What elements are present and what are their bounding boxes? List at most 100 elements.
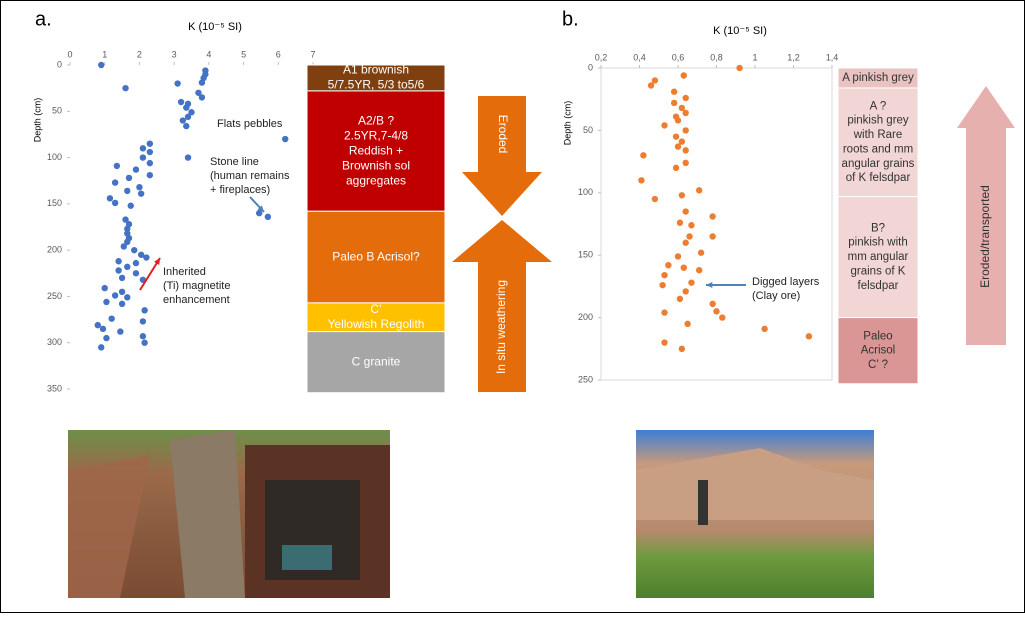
horizon-label: Reddish + <box>349 143 403 157</box>
point <box>140 145 146 151</box>
arrow-label: In situ weathering <box>494 280 508 374</box>
point <box>102 285 108 291</box>
point <box>103 299 109 305</box>
point <box>133 166 139 172</box>
point <box>112 292 118 298</box>
point <box>671 100 677 106</box>
x-axis-title: K (10⁻⁵ SI) <box>188 21 242 33</box>
x-tick-label: 5 <box>241 49 246 59</box>
point <box>683 147 689 153</box>
point <box>696 267 702 273</box>
horizon-label: Paleo <box>863 330 892 342</box>
point <box>185 114 191 120</box>
x-tick-label: 0,6 <box>672 52 685 62</box>
horizon-label: B? <box>871 222 885 234</box>
y-tick-label: 50 <box>583 125 593 135</box>
x-tick-label: 0,8 <box>710 52 723 62</box>
horizon-label: of K felsdpar <box>846 172 911 184</box>
annotation: (Clay ore) <box>752 290 800 302</box>
point <box>131 247 137 253</box>
point <box>100 326 106 332</box>
annotation: + fireplaces) <box>210 184 270 196</box>
point <box>661 122 667 128</box>
point <box>709 233 715 239</box>
point <box>185 154 191 160</box>
point <box>107 195 113 201</box>
point <box>124 188 130 194</box>
point <box>147 140 153 146</box>
horizon-label: 2.5YR,7-4/8 <box>344 128 408 142</box>
horizon-label: angular grains <box>842 158 915 170</box>
point <box>688 279 694 285</box>
point <box>661 309 667 315</box>
point <box>661 272 667 278</box>
annotation: (Ti) magnetite <box>163 280 230 292</box>
point <box>640 152 646 158</box>
point <box>679 192 685 198</box>
point <box>117 328 123 334</box>
photo-a <box>68 430 390 598</box>
x-axis-title: K (10⁻⁵ SI) <box>713 25 767 37</box>
point <box>673 165 679 171</box>
annotation: Digged layers <box>752 276 820 288</box>
point <box>665 262 671 268</box>
point <box>698 250 704 256</box>
panel-label: b. <box>562 8 579 30</box>
horizon-label: 5/7.5YR, 5/3 to5/6 <box>328 78 425 92</box>
point <box>709 301 715 307</box>
x-tick-label: 0 <box>67 49 72 59</box>
point <box>673 133 679 139</box>
horizon-label: C granite <box>352 354 401 368</box>
y-tick-label: 150 <box>578 250 593 260</box>
point <box>675 143 681 149</box>
point <box>686 233 692 239</box>
point <box>119 301 125 307</box>
point <box>136 184 142 190</box>
horizon-label: A2/B ? <box>358 113 394 127</box>
point <box>683 110 689 116</box>
horizon-label: Acrisol <box>861 345 896 357</box>
point <box>141 307 147 313</box>
photo-b <box>636 430 874 598</box>
point <box>638 177 644 183</box>
point <box>679 346 685 352</box>
horizon-label: mm angular <box>848 251 909 263</box>
x-tick-label: 4 <box>206 49 211 59</box>
point <box>108 315 114 321</box>
point <box>119 275 125 281</box>
point <box>138 190 144 196</box>
point <box>683 240 689 246</box>
point <box>675 117 681 123</box>
y-tick-label: 250 <box>578 374 593 384</box>
y-tick-label: 200 <box>578 312 593 322</box>
point <box>112 200 118 206</box>
horizon-label: A ? <box>870 100 887 112</box>
x-tick-label: 1,2 <box>787 52 800 62</box>
point <box>696 187 702 193</box>
point <box>147 172 153 178</box>
horizon-label: with Rare <box>853 129 903 141</box>
point <box>141 340 147 346</box>
point <box>103 335 109 341</box>
point <box>683 288 689 294</box>
point <box>112 179 118 185</box>
x-tick-label: 2 <box>137 49 142 59</box>
x-tick-label: 6 <box>276 49 281 59</box>
point <box>178 99 184 105</box>
horizon-label: pinkish with <box>848 237 907 249</box>
annotation: Stone line <box>210 156 259 168</box>
arrow-label: Eroded/transported <box>978 185 992 288</box>
horizon-label: aggregates <box>346 173 406 187</box>
point <box>122 85 128 91</box>
point <box>684 321 690 327</box>
point <box>124 264 130 270</box>
point <box>199 94 205 100</box>
point <box>140 318 146 324</box>
point <box>683 127 689 133</box>
x-tick-label: 0,2 <box>595 52 608 62</box>
point <box>98 344 104 350</box>
point <box>115 267 121 273</box>
y-tick-label: 350 <box>47 383 62 393</box>
horizon-label: A pinkish grey <box>842 72 914 84</box>
point <box>659 282 665 288</box>
